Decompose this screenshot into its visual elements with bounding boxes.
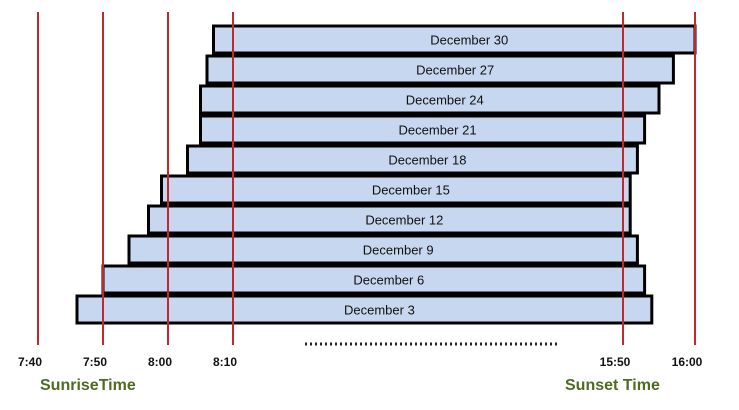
bar-label: December 6 (353, 273, 424, 288)
x-tick-label: 8:10 (213, 355, 237, 369)
bar-label: December 9 (363, 243, 434, 258)
x-tick-label: 16:00 (672, 355, 703, 369)
bar-december-12 (147, 204, 632, 235)
bar-december-21 (199, 114, 647, 145)
bar-december-27 (205, 54, 675, 85)
reference-lines-layer (37, 12, 696, 345)
bar-label: December 15 (372, 183, 450, 198)
bars-layer (75, 24, 697, 325)
x-tick-label: 7:40 (18, 355, 42, 369)
x-tick-label: 7:50 (83, 355, 107, 369)
x-tick-label: 8:00 (148, 355, 172, 369)
labels-layer: December 30 December 27 December 24 Decembe… (18, 33, 703, 370)
bar-december-18 (186, 144, 639, 175)
sunset-group-label: Sunset Time (565, 377, 660, 394)
bar-label: December 24 (406, 93, 484, 108)
bar-label: December 3 (344, 303, 415, 318)
bar-december-9 (127, 234, 639, 265)
bar-december-24 (199, 84, 661, 115)
bar-label: December 30 (430, 33, 508, 48)
bar-label: December 27 (416, 63, 494, 78)
bar-december-15 (160, 174, 632, 205)
bar-december-3 (75, 294, 654, 325)
x-tick-label: 15:50 (600, 355, 631, 369)
bar-label: December 21 (399, 123, 477, 138)
bar-label: December 12 (365, 213, 443, 228)
bar-december-30 (212, 24, 697, 55)
bar-label: December 18 (388, 153, 466, 168)
sunrise-group-label: SunriseTime (40, 377, 136, 394)
